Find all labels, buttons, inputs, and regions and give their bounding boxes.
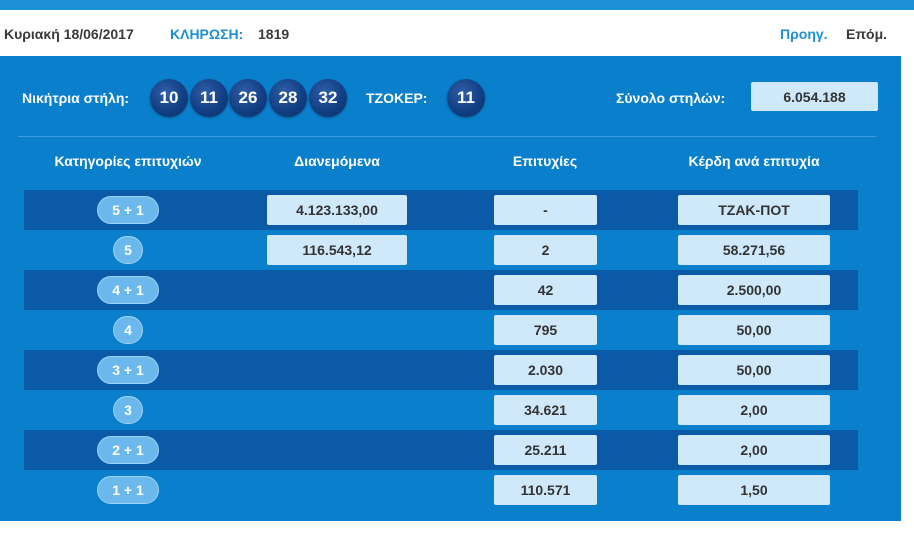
category-pill: 5 + 1	[97, 196, 159, 224]
table-row: 5 + 1 4.123.133,00 - ΤΖΑΚ-ΠΟΤ	[24, 190, 858, 230]
winners-cell: 2.030	[494, 355, 597, 385]
total-columns-value: 6.054.188	[751, 82, 878, 111]
winners-cell: 110.571	[494, 475, 597, 505]
prize-cell: ΤΖΑΚ-ΠΟΤ	[678, 195, 830, 225]
col-header-prize: Κέρδη ανά επιτυχία	[688, 153, 820, 169]
draw-header: Κυριακή 18/06/2017 ΚΛΗΡΩΣΗ: 1819 Προηγ. …	[0, 10, 914, 56]
winners-cell: 25.211	[494, 435, 597, 465]
table-row: 3 34.621 2,00	[24, 390, 858, 430]
previous-draw-link[interactable]: Προηγ.	[780, 26, 828, 42]
table-row: 1 + 1 110.571 1,50	[24, 470, 858, 510]
winning-number-ball: 28	[269, 79, 307, 117]
prize-cell: 2,00	[678, 435, 830, 465]
divider	[18, 136, 876, 137]
category-pill: 4 + 1	[97, 276, 159, 304]
prize-cell: 58.271,56	[678, 235, 830, 265]
category-pill: 1 + 1	[97, 476, 159, 504]
winners-cell: 34.621	[494, 395, 597, 425]
prize-cell: 2,00	[678, 395, 830, 425]
table-header: Κατηγορίες επιτυχιών Διανεμόμενα Επιτυχί…	[0, 146, 901, 176]
winning-number-ball: 32	[309, 79, 347, 117]
draw-number: 1819	[258, 26, 290, 42]
category-pill: 4	[113, 316, 143, 344]
next-draw-link[interactable]: Επόμ.	[846, 26, 888, 42]
col-header-category: Κατηγορίες επιτυχιών	[54, 153, 202, 169]
category-pill: 3 + 1	[97, 356, 159, 384]
distributed-cell: 4.123.133,00	[267, 195, 407, 225]
distributed-cell: 116.543,12	[267, 235, 407, 265]
col-header-winners: Επιτυχίες	[512, 153, 578, 169]
winners-cell: 42	[494, 275, 597, 305]
category-pill: 5	[113, 236, 143, 264]
winners-cell: 795	[494, 315, 597, 345]
category-pill: 3	[113, 396, 143, 424]
winning-number-ball: 11	[190, 79, 228, 117]
top-accent-strip	[0, 0, 914, 10]
table-row: 5 116.543,12 2 58.271,56	[24, 230, 858, 270]
winning-number-ball: 26	[229, 79, 267, 117]
total-columns-label: Σύνολο στηλών:	[616, 90, 726, 106]
table-row: 4 795 50,00	[24, 310, 858, 350]
winning-numbers-row: Νικήτρια στήλη: 10 11 26 28 32 ΤΖΟΚΕΡ: 1…	[0, 56, 901, 138]
draw-label: ΚΛΗΡΩΣΗ:	[170, 26, 244, 42]
joker-label: ΤΖΟΚΕΡ:	[366, 90, 428, 106]
results-panel: Νικήτρια στήλη: 10 11 26 28 32 ΤΖΟΚΕΡ: 1…	[0, 56, 901, 521]
draw-date: Κυριακή 18/06/2017	[4, 26, 134, 42]
winners-cell: -	[494, 195, 597, 225]
winners-cell: 2	[494, 235, 597, 265]
winning-column-label: Νικήτρια στήλη:	[22, 90, 130, 106]
prize-cell: 1,50	[678, 475, 830, 505]
prize-cell: 50,00	[678, 355, 830, 385]
prize-cell: 50,00	[678, 315, 830, 345]
winning-number-ball: 10	[150, 79, 188, 117]
table-row: 2 + 1 25.211 2,00	[24, 430, 858, 470]
table-row: 3 + 1 2.030 50,00	[24, 350, 858, 390]
joker-ball: 11	[447, 79, 485, 117]
col-header-distributed: Διανεμόμενα	[294, 153, 380, 169]
prize-cell: 2.500,00	[678, 275, 830, 305]
category-pill: 2 + 1	[97, 436, 159, 464]
table-row: 4 + 1 42 2.500,00	[24, 270, 858, 310]
